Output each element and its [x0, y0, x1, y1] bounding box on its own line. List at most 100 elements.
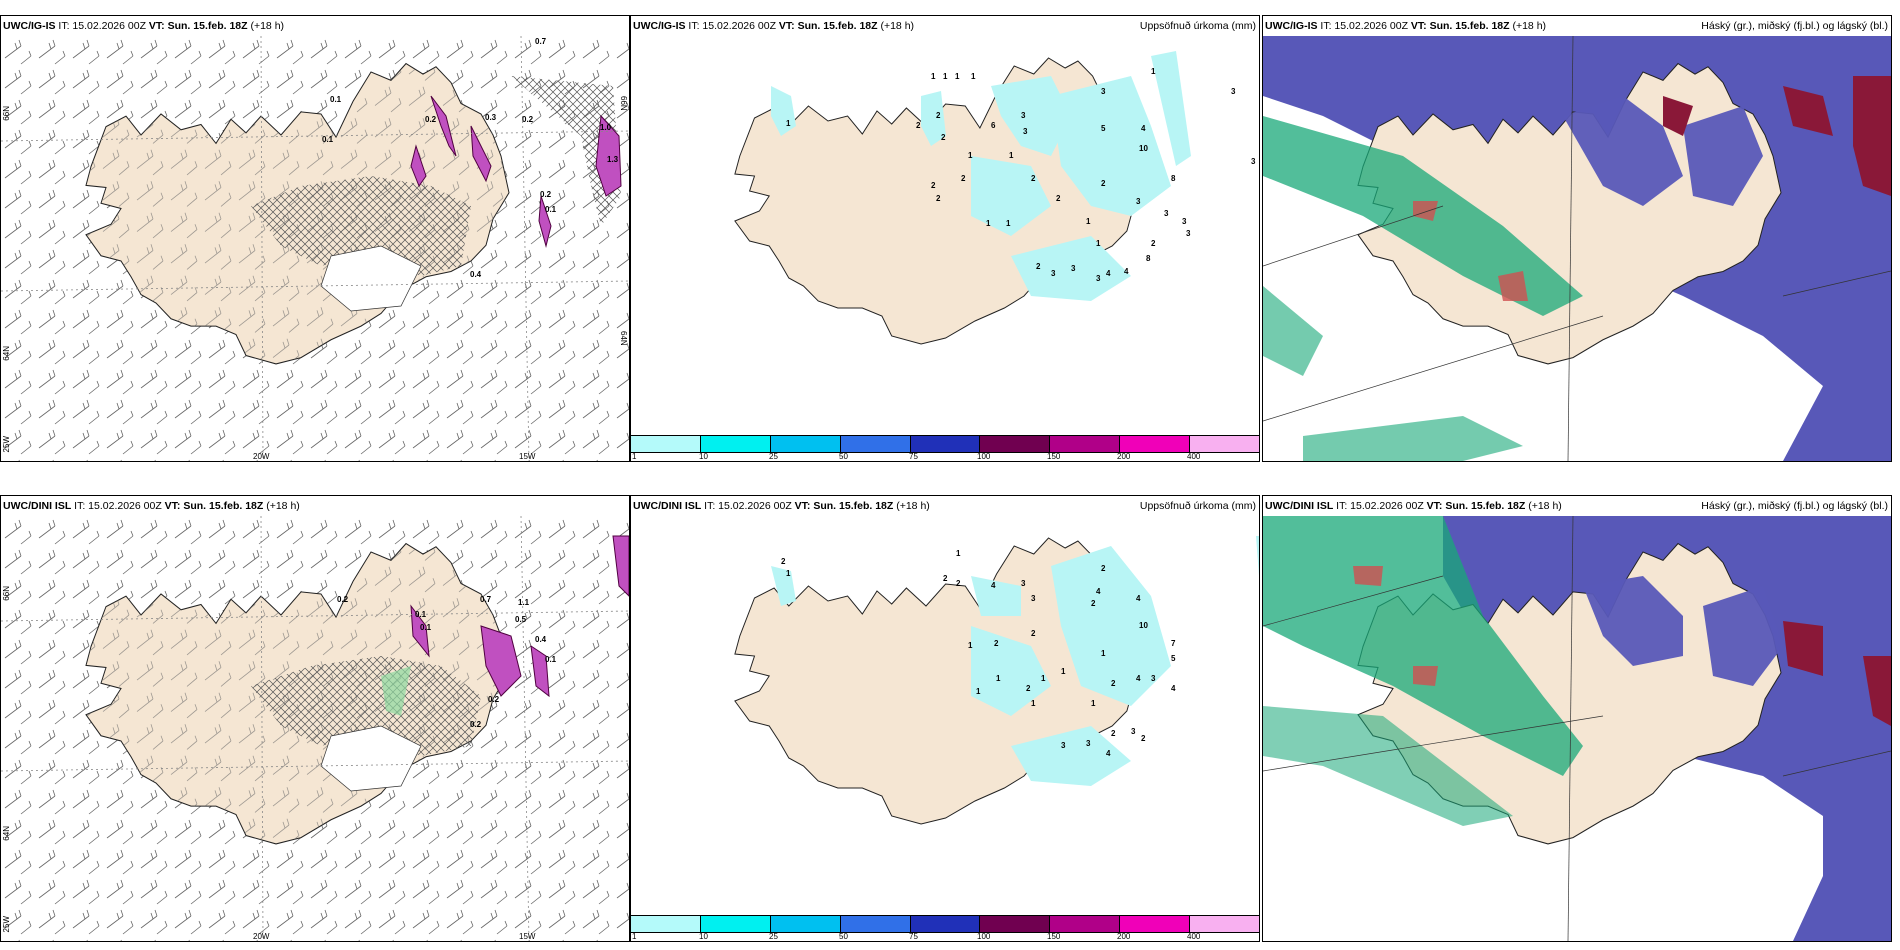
pnum-top-34: 3	[1071, 264, 1076, 273]
legend-swatch	[1190, 916, 1259, 932]
legend-tick: 50	[839, 932, 848, 941]
cloud-title-top: Háský (gr.), miðský (fj.bl.) og lágský (…	[1701, 20, 1888, 32]
legend-tick: 400	[1187, 452, 1201, 461]
lat-label-64n-top-right: 64N	[619, 331, 628, 346]
pnum-bot-26: 4	[1136, 674, 1141, 683]
panel-bottom-cloud: UWC/DINI ISL IT: 15.02.2026 00Z VT: Sun.…	[1262, 495, 1892, 942]
pnum-bot-17: 1	[1061, 667, 1066, 676]
pnum-top-4: 1	[1151, 67, 1156, 76]
pnum-bot-23: 4	[1171, 684, 1176, 693]
pnum-top-17: 10	[1139, 144, 1148, 153]
pnum-top-24: 1	[1006, 219, 1011, 228]
pnum-top-41: 2	[936, 194, 941, 203]
pnum-bot-18: 2	[1031, 629, 1036, 638]
legend-tick: 1	[632, 452, 637, 461]
legend-tick: 100	[977, 452, 991, 461]
pnum-bot-8: 3	[1031, 594, 1036, 603]
lon-label-15w-top: 15W	[519, 452, 536, 461]
pnum-bot-16: 1	[1041, 674, 1046, 683]
pnum-top-8: 3	[1021, 111, 1026, 120]
lon-label-25w-bottom: 25W	[2, 916, 11, 933]
panel-top-precip: UWC/IG-IS IT: 15.02.2026 00Z VT: Sun. 15…	[630, 15, 1260, 462]
pnum-bot-1: 2	[943, 574, 948, 583]
lat-label-66n-top-right: 66N	[619, 96, 628, 111]
pnum-top-25: 1	[1086, 217, 1091, 226]
pnum-top-21: 2	[961, 174, 966, 183]
legend-swatch	[1050, 916, 1121, 932]
pnum-bot-35: 2	[1141, 734, 1146, 743]
pnum-top-31: 3	[1186, 229, 1191, 238]
header-top-precip: UWC/IG-IS IT: 15.02.2026 00Z VT: Sun. 15…	[633, 20, 915, 32]
pnum-bot-14: 2	[994, 639, 999, 648]
pnum-top-37: 4	[1124, 267, 1129, 276]
lon-label-15w-bottom: 15W	[519, 932, 536, 941]
pnum-top-39: 1	[1096, 239, 1101, 248]
legend-tick: 50	[839, 452, 848, 461]
pnum-top-26: 2	[1056, 194, 1061, 203]
pnum-bot-4: 4	[991, 581, 996, 590]
pnum-top-6: 3	[1231, 87, 1236, 96]
pnum-bot-3: 2	[1101, 564, 1106, 573]
legend-tick: 25	[769, 452, 778, 461]
precip-purple-5	[538, 195, 552, 248]
pnum-bot-15: 1	[1101, 649, 1106, 658]
pnum-bot-34: 4	[1106, 749, 1111, 758]
pnum-top-1: 1	[943, 72, 948, 81]
precip-areas-bottom	[771, 536, 1259, 786]
legend-swatch	[700, 436, 771, 452]
pnum-top-33: 3	[1051, 269, 1056, 278]
pnum-bot-10: 4	[1136, 594, 1141, 603]
legend-swatch	[840, 916, 911, 932]
precip-areas-top	[771, 51, 1191, 301]
pnum-top-12: 2	[941, 133, 946, 142]
legend-swatch	[1120, 436, 1191, 452]
header-top-cloud: UWC/IG-IS IT: 15.02.2026 00Z VT: Sun. 15…	[1265, 20, 1547, 32]
legend-tick: 100	[977, 932, 991, 941]
legend-tick: 75	[909, 932, 918, 941]
legend-swatch	[1120, 916, 1191, 932]
legend-tick: 1	[632, 932, 637, 941]
pnum-top-22: 2	[1031, 174, 1036, 183]
panel-bottom-wind: UWC/DINI ISL IT: 15.02.2026 00Z VT: Sun.…	[0, 495, 630, 942]
header-top-wind: UWC/IG-IS IT: 15.02.2026 00Z VT: Sun. 15…	[3, 20, 285, 32]
legend-tick: 75	[909, 452, 918, 461]
pnum-bot-11: 4	[1096, 587, 1101, 596]
pnum-top-20: 8	[1171, 174, 1176, 183]
precip-purple-1	[430, 95, 457, 157]
map-top-cloud	[1263, 36, 1891, 461]
hatched-area	[251, 176, 471, 276]
precip-title-top: Uppsöfnuð úrkoma (mm)	[1139, 20, 1256, 32]
pnum-top-29: 3	[1164, 209, 1169, 218]
pnum-bot-12: 10	[1139, 621, 1148, 630]
legend-tick: 25	[769, 932, 778, 941]
pnum-bot-0: 1	[956, 549, 961, 558]
legend-swatch	[631, 916, 701, 932]
pnum-bot-27: 3	[1151, 674, 1156, 683]
pnum-top-9: 6	[991, 121, 996, 130]
pnum-top-27: 2	[1101, 179, 1106, 188]
pnum-top-7: 1	[786, 119, 791, 128]
pnum-top-28: 3	[1136, 197, 1141, 206]
legend-swatch	[910, 436, 981, 452]
panel-bottom-precip: UWC/DINI ISL IT: 15.02.2026 00Z VT: Sun.…	[630, 495, 1260, 942]
map-top-wind	[1, 36, 629, 461]
lat-label-64n-bottom: 64N	[2, 826, 11, 841]
lat-label-66n-bottom: 66N	[2, 586, 11, 601]
map-bottom-cloud	[1263, 516, 1891, 941]
pnum-top-35: 3	[1096, 274, 1101, 283]
legend-tick: 10	[699, 452, 708, 461]
pnum-bot-25: 2	[1111, 679, 1116, 688]
pnum-bot-7: 1	[786, 569, 791, 578]
legend-swatch	[980, 916, 1051, 932]
precip-numbers-bottom: 1 2 2 2 4 3 2 1 3 2 4 4 10 1 2 1 1 1 2 1…	[781, 549, 1176, 758]
legend-tick: 150	[1047, 932, 1061, 941]
precip-numbers-top: 1 1 1 1 1 3 3 1 3 6 2 2 2 1 3 5 4 10 1 2…	[786, 67, 1256, 283]
pnum-top-38: 8	[1146, 254, 1151, 263]
cloud-low-area-1	[1783, 86, 1833, 136]
pnum-bot-2: 2	[956, 579, 961, 588]
pnum-bot-21: 7	[1171, 639, 1176, 648]
precip-purple-3	[470, 125, 492, 183]
lon-label-20w-bottom: 20W	[253, 932, 270, 941]
legend-tick: 150	[1047, 452, 1061, 461]
pnum-top-32: 2	[1036, 262, 1041, 271]
